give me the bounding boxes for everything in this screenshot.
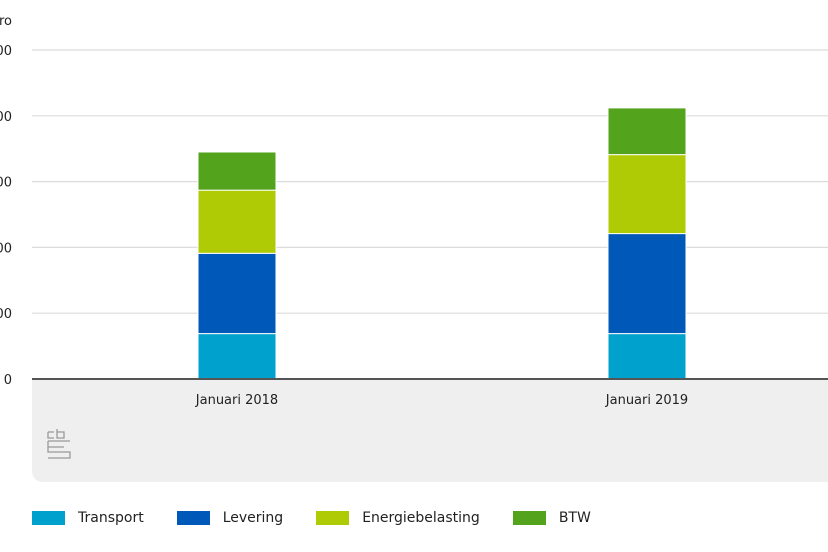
y-axis-unit: ro [0, 14, 12, 29]
legend-swatch [176, 511, 210, 525]
y-tick-label: 00 [0, 44, 12, 59]
y-tick-label: 00 [0, 307, 12, 322]
legend-item[interactable]: Energiebelasting [316, 510, 480, 526]
legend-item[interactable]: BTW [512, 510, 591, 526]
legend-label: Levering [222, 510, 284, 526]
x-axis-panel [32, 380, 828, 482]
y-tick-label: 0 [4, 373, 12, 388]
bar-segment-transport[interactable] [607, 333, 687, 380]
y-tick-label: 00 [0, 176, 12, 191]
legend-label: Transport [78, 510, 144, 526]
x-tick-label: Januari 2018 [195, 393, 278, 408]
bar-segment-energiebelasting[interactable] [607, 154, 687, 235]
bar-segment-btw[interactable] [607, 107, 687, 156]
bar-segment-levering[interactable] [607, 233, 687, 335]
cbs-logo [47, 429, 71, 459]
bar-segment-energiebelasting[interactable] [197, 189, 277, 254]
bar-segment-btw[interactable] [197, 151, 277, 191]
legend-swatch [512, 511, 546, 525]
x-tick-label: Januari 2019 [605, 393, 688, 408]
legend-label: Energiebelasting [362, 510, 480, 526]
bar-segment-transport[interactable] [197, 333, 277, 380]
legend-swatch [316, 511, 350, 525]
legend-item[interactable]: Transport [32, 510, 144, 526]
legend-label: BTW [558, 510, 591, 526]
legend-swatch [32, 511, 65, 525]
y-tick-label: 00 [0, 110, 12, 125]
bar-segment-levering[interactable] [197, 252, 277, 335]
legend: Transport Levering Energiebelasting BTW [32, 510, 624, 526]
legend-item[interactable]: Levering [176, 510, 284, 526]
y-tick-label: 00 [0, 241, 12, 256]
